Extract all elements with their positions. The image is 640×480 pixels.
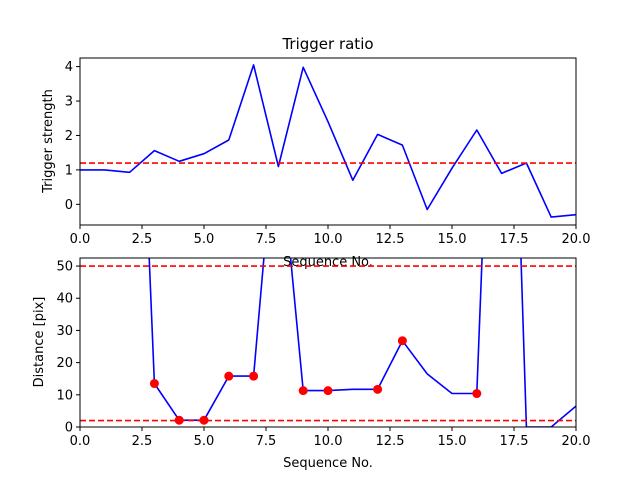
data-point [224, 371, 234, 381]
y-tick-label: 2 [65, 129, 73, 144]
data-point [323, 386, 333, 396]
subplot-distance: 0.0 2.5 5.0 7.5 10.0 12.5 15.0 17.5 20.0 0 10 20 30 4… [32, 257, 590, 471]
y-tick-label: 0 [65, 421, 73, 436]
y-tick-label: 40 [56, 292, 73, 307]
x-tick-label: 17.5 [500, 232, 529, 247]
x-tick-label: 5.0 [194, 434, 215, 449]
y-tick-label: 10 [56, 388, 73, 403]
x-tick-label: 10.0 [314, 232, 343, 247]
y-tick-label: 0 [65, 198, 73, 213]
clipped-plot [80, 64, 576, 218]
x-tick-label: 20.0 [562, 434, 591, 449]
y-tick-label: 50 [56, 260, 73, 275]
clipped-plot [80, 258, 576, 427]
x-tick-label: 15.0 [438, 232, 467, 247]
x-tick-label: 0.0 [70, 434, 91, 449]
data-point [397, 336, 407, 346]
y-axis-label: Trigger strength [41, 89, 56, 194]
data-point [249, 371, 259, 381]
plot-area [80, 64, 576, 218]
chart-title: Trigger ratio [281, 35, 373, 53]
x-tick-label: 15.0 [438, 434, 467, 449]
x-tick-label: 2.5 [132, 434, 153, 449]
data-point [373, 384, 383, 394]
y-tick-label: 30 [56, 324, 73, 339]
x-tick-label: 0.0 [70, 232, 91, 247]
x-axis-label: Sequence No. [283, 456, 373, 471]
x-tick-label: 2.5 [132, 232, 153, 247]
y-axis-label: Distance [pix] [32, 297, 47, 388]
axis-ticks: 0.0 2.5 5.0 7.5 10.0 12.5 15.0 17.5 20.0 0 1 2 3 4 [65, 60, 591, 247]
data-point [199, 415, 209, 425]
y-tick-label: 4 [65, 60, 73, 75]
axes-frame [79, 257, 577, 428]
series-line [80, 64, 576, 218]
x-tick-label: 12.5 [376, 434, 405, 449]
y-tick-label: 20 [56, 356, 73, 371]
y-tick-label: 1 [65, 163, 73, 178]
x-tick-label: 20.0 [562, 232, 591, 247]
x-tick-label: 12.5 [376, 232, 405, 247]
axes-frame [79, 57, 577, 226]
x-tick-label: 7.5 [256, 434, 277, 449]
data-point [149, 379, 159, 389]
x-tick-label: 7.5 [256, 232, 277, 247]
data-point [298, 386, 308, 396]
plot-area [80, 258, 576, 427]
x-tick-label: 10.0 [314, 434, 343, 449]
series-line [148, 258, 576, 427]
x-tick-label: 17.5 [500, 434, 529, 449]
subplot-trigger-ratio: Trigger ratio 0.0 2.5 5.0 7.5 10.0 12.5 15.0 17… [41, 35, 590, 270]
x-axis-label: Sequence No. [283, 255, 373, 270]
axis-ticks: 0.0 2.5 5.0 7.5 10.0 12.5 15.0 17.5 20.0 0 10 20 30 4… [56, 260, 590, 449]
data-point [472, 389, 482, 399]
x-tick-label: 5.0 [194, 232, 215, 247]
y-tick-label: 3 [65, 95, 73, 110]
